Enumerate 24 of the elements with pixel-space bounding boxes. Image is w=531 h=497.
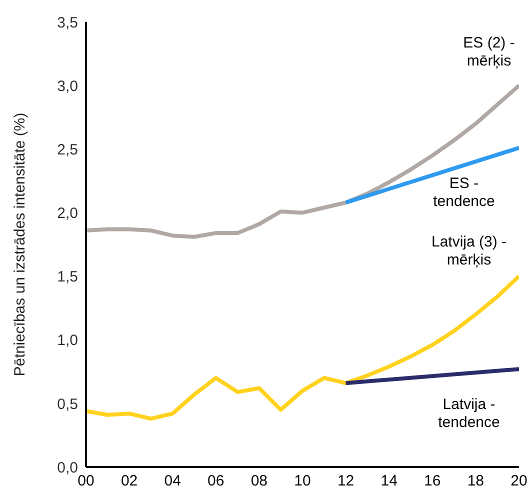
x-tick-label: 08 — [250, 472, 268, 490]
x-tick-label: 18 — [467, 472, 484, 490]
x-tick-label: 02 — [120, 472, 138, 490]
y-axis-title: Pētniecības un izstrādes intensitāte (%) — [11, 112, 28, 376]
series-label: Latvija - tendence — [438, 396, 500, 432]
series-label: ES (2) - mērķis — [463, 34, 515, 70]
y-tick-label: 2,5 — [57, 141, 78, 158]
x-tick-label: 14 — [380, 472, 398, 490]
y-tick-label: 2,0 — [57, 205, 78, 222]
x-tick-label: 04 — [164, 472, 181, 490]
x-tick-label: 10 — [294, 472, 311, 490]
x-tick-label: 06 — [208, 472, 224, 490]
x-tick-label: 20 — [510, 472, 528, 490]
x-tick-label: 16 — [424, 472, 441, 490]
series-label: ES - tendence — [433, 174, 495, 210]
y-tick-label: 1,5 — [57, 268, 78, 286]
y-tick-label: 1,0 — [57, 332, 78, 350]
y-tick-label: 3,0 — [57, 78, 78, 95]
y-tick-label: 0,0 — [57, 459, 78, 476]
y-tick-label: 0,5 — [57, 396, 78, 413]
series-label: Latvija (3) - mērķis — [431, 233, 507, 268]
x-tick-label: 00 — [78, 472, 94, 490]
y-tick-label: 3,5 — [57, 14, 78, 32]
x-tick-label: 12 — [337, 472, 354, 490]
